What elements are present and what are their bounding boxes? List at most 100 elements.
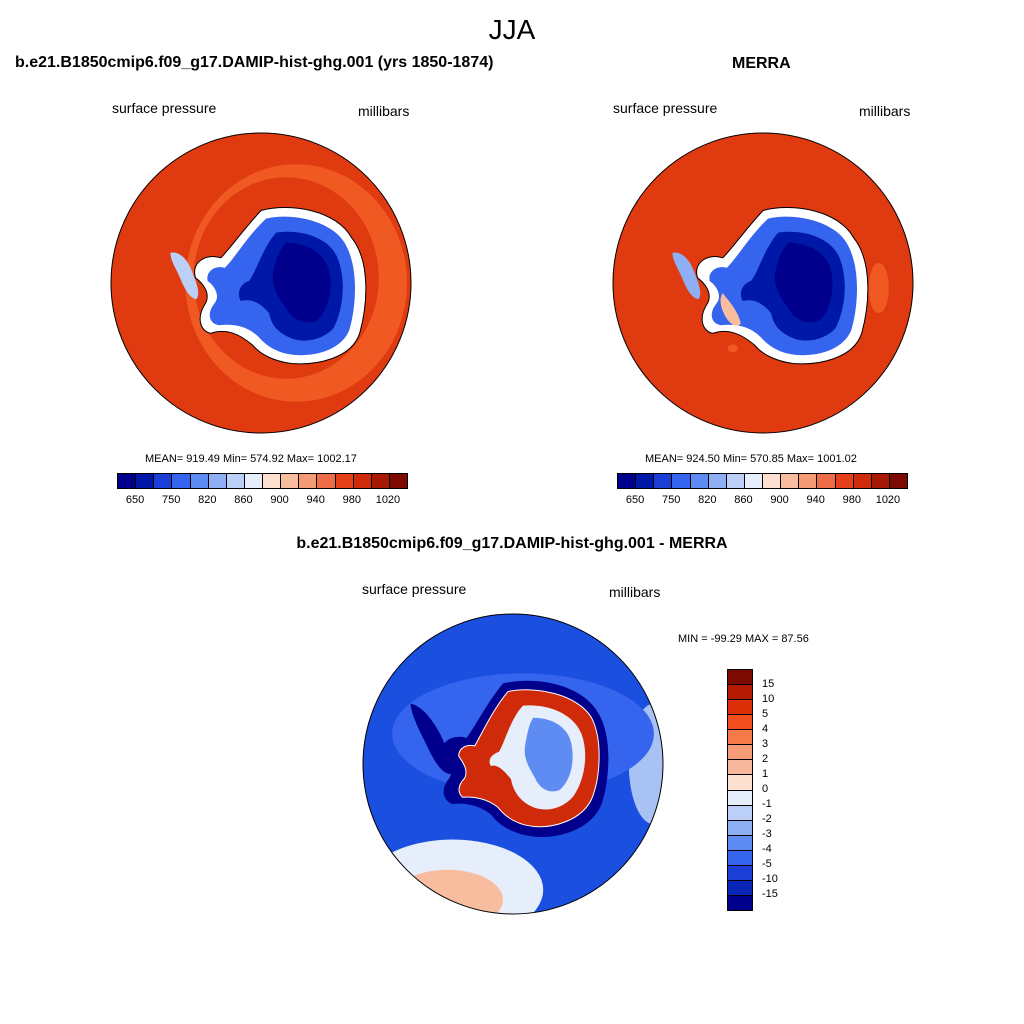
colorbar-box xyxy=(244,474,263,488)
peninsula xyxy=(672,252,701,300)
panel3-variable: surface pressure xyxy=(362,581,467,597)
colorbar-box xyxy=(281,474,300,488)
colorbar-box xyxy=(728,835,752,851)
colorbar-box xyxy=(728,865,752,881)
map-border xyxy=(362,613,664,915)
colorbar-box xyxy=(728,760,752,776)
colorbar-box xyxy=(744,474,763,488)
colorbar-label: 900 xyxy=(770,494,789,506)
colorbar-box xyxy=(636,474,655,488)
colorbar-label: -5 xyxy=(762,858,772,870)
colorbar-box xyxy=(690,474,709,488)
panel1-stats: MEAN= 919.49 Min= 574.92 Max= 1002.17 xyxy=(145,453,357,465)
panel2-stats: MEAN= 924.50 Min= 570.85 Max= 1001.02 xyxy=(645,453,857,465)
colorbar-label: 1020 xyxy=(875,494,901,506)
colorbar-box xyxy=(371,474,390,488)
colorbar-label: -2 xyxy=(762,813,772,825)
colorbar-box xyxy=(353,474,372,488)
colorbar-box xyxy=(763,474,782,488)
panel3-stats: MIN = -99.29 MAX = 87.56 xyxy=(678,633,809,645)
ocean-anomaly-east xyxy=(868,262,889,314)
colorbar-box xyxy=(728,850,752,866)
colorbar-box xyxy=(263,474,282,488)
panel1-map xyxy=(110,132,412,434)
colorbar-box xyxy=(654,474,673,488)
coastline xyxy=(458,689,600,828)
colorbar-label: 10 xyxy=(762,693,775,705)
panel3-map xyxy=(362,613,664,915)
colorbar-box xyxy=(190,474,209,488)
colorbar-label: 940 xyxy=(806,494,825,506)
coastline xyxy=(696,207,869,365)
colorbar-box xyxy=(618,474,637,488)
panel2-units: millibars xyxy=(859,103,911,119)
antarctica-interior xyxy=(272,242,331,323)
colorbar-label: 980 xyxy=(842,494,861,506)
colorbar-box xyxy=(317,474,336,488)
colorbar-box xyxy=(728,730,752,746)
colorbar-box xyxy=(299,474,318,488)
colorbar-box xyxy=(672,474,691,488)
colorbar-box xyxy=(835,474,854,488)
panel2-colorbar xyxy=(617,473,908,489)
colorbar-box xyxy=(728,895,752,910)
colorbar-label: 940 xyxy=(306,494,325,506)
colorbar-box xyxy=(728,820,752,836)
colorbar-box xyxy=(728,700,752,716)
colorbar-label: 0 xyxy=(762,783,769,795)
panel3-colorbar xyxy=(727,669,753,911)
colorbar-box xyxy=(154,474,173,488)
colorbar-label: -15 xyxy=(762,888,778,900)
panel1-variable: surface pressure xyxy=(112,100,217,116)
colorbar-box xyxy=(728,880,752,896)
panel2-title: MERRA xyxy=(732,55,791,72)
colorbar-box xyxy=(728,715,752,731)
ice-shelf xyxy=(720,293,741,326)
colorbar-label: 15 xyxy=(762,678,775,690)
map-border xyxy=(110,132,412,434)
panel1-colorbar-labels: 650 750 820 860 900 940 980 1020 xyxy=(117,494,406,508)
antarctica-interior xyxy=(774,242,833,323)
colorbar-box xyxy=(335,474,354,488)
colorbar-label: 820 xyxy=(698,494,717,506)
colorbar-box xyxy=(118,474,137,488)
coastline xyxy=(194,207,367,365)
colorbar-box xyxy=(728,775,752,791)
colorbar-box xyxy=(172,474,191,488)
colorbar-box xyxy=(728,745,752,761)
panel3-title: b.e21.B1850cmip6.f09_g17.DAMIP-hist-ghg.… xyxy=(296,535,728,552)
colorbar-label: 650 xyxy=(125,494,145,506)
panel3-units: millibars xyxy=(609,584,661,600)
colorbar-box xyxy=(136,474,155,488)
colorbar-box xyxy=(389,474,407,488)
season-title: JJA xyxy=(488,14,536,45)
panel1-colorbar xyxy=(117,473,408,489)
colorbar-label: 3 xyxy=(762,738,769,750)
colorbar-box xyxy=(208,474,227,488)
colorbar-label: 750 xyxy=(162,494,181,506)
panel1-units: millibars xyxy=(358,103,410,119)
colorbar-box xyxy=(728,670,752,686)
panel1-title: b.e21.B1850cmip6.f09_g17.DAMIP-hist-ghg.… xyxy=(15,54,494,71)
colorbar-box xyxy=(728,685,752,701)
colorbar-label: 860 xyxy=(734,494,753,506)
colorbar-label: -4 xyxy=(762,843,772,855)
colorbar-label: 980 xyxy=(342,494,361,506)
colorbar-box xyxy=(728,790,752,806)
colorbar-box xyxy=(226,474,245,488)
colorbar-box xyxy=(853,474,872,488)
colorbar-label: 750 xyxy=(662,494,681,506)
colorbar-label: 900 xyxy=(270,494,289,506)
map-border xyxy=(612,132,914,434)
colorbar-box xyxy=(728,805,752,821)
panel2-map xyxy=(612,132,914,434)
colorbar-label: 820 xyxy=(198,494,217,506)
panel2-colorbar-labels: 650 750 820 860 900 940 980 1020 xyxy=(617,494,906,508)
colorbar-label: 650 xyxy=(625,494,645,506)
colorbar-label: 2 xyxy=(762,753,769,765)
panel3-colorbar-labels: 15 10 5 4 3 2 1 0 -1 -2 -3 -4 -5 -10 -15 xyxy=(762,669,802,909)
peninsula xyxy=(170,252,199,300)
colorbar-box xyxy=(889,474,907,488)
peninsula-low xyxy=(410,703,452,775)
diff-negative-interior xyxy=(524,717,573,792)
